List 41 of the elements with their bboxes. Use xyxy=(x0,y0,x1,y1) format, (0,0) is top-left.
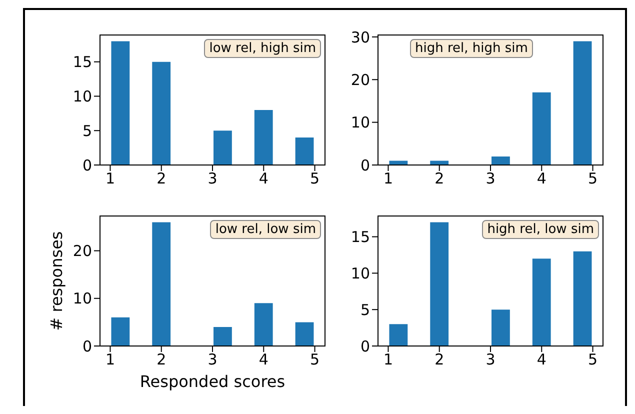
y-tick-label: 0 xyxy=(360,337,370,356)
y-tick-label: 10 xyxy=(350,264,370,282)
y-axis-title: # responses xyxy=(47,230,67,333)
x-tick-label: 2 xyxy=(156,170,166,188)
x-tick-label: 3 xyxy=(486,350,496,369)
y-tick-label: 20 xyxy=(350,70,370,89)
x-tick-label: 5 xyxy=(588,170,598,188)
y-tick-label: 0 xyxy=(82,156,92,174)
x-axis-title: Responded scores xyxy=(138,372,286,391)
x-tick-label: 3 xyxy=(208,350,218,369)
x-tick-label: 4 xyxy=(258,170,268,188)
annotation: high rel, high sim xyxy=(410,39,533,58)
y-tick-label: 10 xyxy=(350,114,370,132)
x-tick-label: 1 xyxy=(383,350,393,369)
x-tick-label: 1 xyxy=(383,170,393,188)
y-tick-label: 30 xyxy=(350,28,370,46)
x-tick-label: 2 xyxy=(434,170,444,188)
x-tick-label: 1 xyxy=(105,350,115,369)
y-tick-label: 5 xyxy=(360,300,370,319)
x-tick-label: 4 xyxy=(536,350,546,369)
y-tick-label: 10 xyxy=(72,290,92,308)
y-tick-label: 0 xyxy=(360,156,370,174)
x-tick-label: 2 xyxy=(156,350,166,369)
x-tick-label: 2 xyxy=(434,350,444,369)
y-tick-label: 20 xyxy=(72,242,92,260)
y-tick-label: 5 xyxy=(82,122,92,140)
y-tick-label: 15 xyxy=(72,53,92,72)
y-tick-label: 15 xyxy=(350,228,370,246)
x-tick-label: 5 xyxy=(310,170,320,188)
annotation: low rel, low sim xyxy=(210,220,321,239)
y-tick-label: 0 xyxy=(82,337,92,356)
x-tick-label: 3 xyxy=(208,170,218,188)
x-tick-label: 4 xyxy=(536,170,546,188)
x-tick-label: 5 xyxy=(588,350,598,369)
annotation: high rel, low sim xyxy=(482,220,599,239)
x-tick-label: 5 xyxy=(310,350,320,369)
x-tick-label: 1 xyxy=(105,170,115,188)
y-tick-label: 10 xyxy=(72,88,92,106)
annotation: low rel, high sim xyxy=(204,39,321,58)
x-tick-label: 4 xyxy=(258,350,268,369)
x-tick-label: 3 xyxy=(486,170,496,188)
